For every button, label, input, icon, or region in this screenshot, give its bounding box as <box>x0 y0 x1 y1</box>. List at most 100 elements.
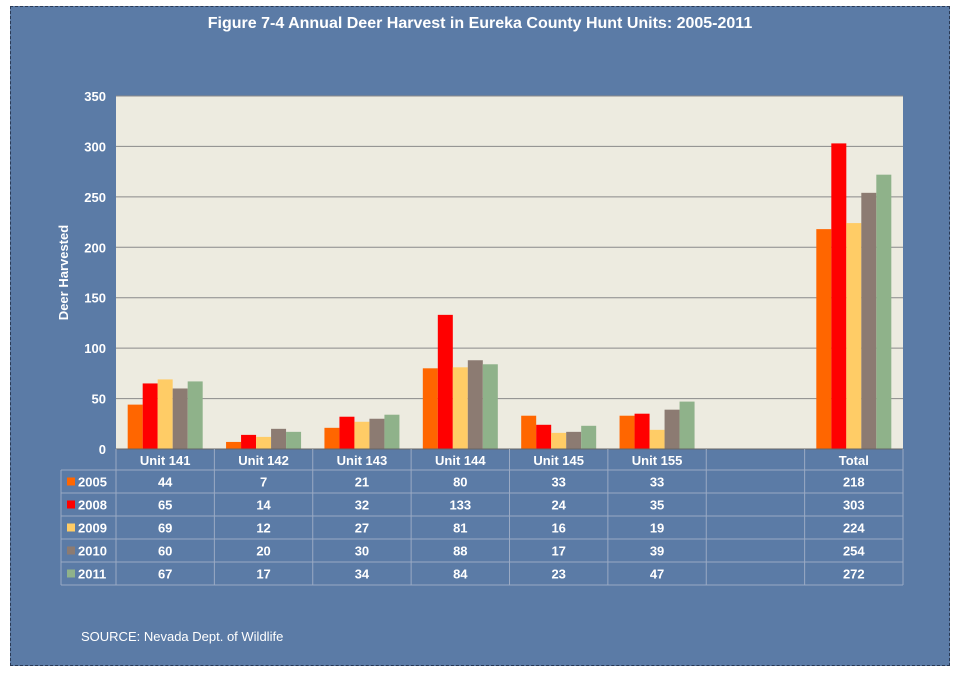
data-label: 80 <box>453 475 467 490</box>
data-label: 69 <box>158 521 172 536</box>
data-label: 19 <box>650 521 664 536</box>
data-label: 17 <box>551 544 565 559</box>
bar <box>467 360 483 449</box>
data-label: 34 <box>355 567 370 582</box>
data-label: 272 <box>843 567 865 582</box>
y-tick-label: 0 <box>99 442 106 457</box>
data-label: 47 <box>650 567 664 582</box>
bar <box>679 401 695 449</box>
chart-frame: Figure 7-4 Annual Deer Harvest in Eureka… <box>10 6 950 666</box>
bar <box>581 425 597 449</box>
bar <box>354 421 370 449</box>
bar <box>172 388 188 449</box>
legend-label: 2010 <box>78 544 107 559</box>
y-tick-label: 100 <box>84 341 106 356</box>
legend-swatch <box>67 500 75 509</box>
y-tick-label: 200 <box>84 240 106 255</box>
data-label: 23 <box>551 567 565 582</box>
data-label: 24 <box>551 498 566 513</box>
data-label: 27 <box>355 521 369 536</box>
chart-svg: 0 50 100 150 200 250 300 350 Deer Harvested Unit … <box>56 89 904 586</box>
bar <box>452 367 468 449</box>
data-label: 21 <box>355 475 369 490</box>
bar <box>551 432 567 449</box>
bar <box>256 436 272 449</box>
data-label: 20 <box>256 544 270 559</box>
data-label: 67 <box>158 567 172 582</box>
x-tick-label: Unit 143 <box>337 453 388 468</box>
bar <box>482 364 498 449</box>
bar <box>649 429 665 449</box>
bar <box>157 379 173 449</box>
legend-swatch <box>67 523 75 532</box>
bar <box>127 404 143 449</box>
y-tick-label: 150 <box>84 291 106 306</box>
bar <box>619 415 635 449</box>
bar <box>422 368 438 449</box>
legend-label: 2005 <box>78 475 107 490</box>
bar <box>536 424 552 449</box>
chart-title: Figure 7-4 Annual Deer Harvest in Eureka… <box>207 15 753 32</box>
data-label: 16 <box>551 521 565 536</box>
bar <box>634 413 650 449</box>
data-label: 81 <box>453 521 467 536</box>
bar <box>226 441 242 449</box>
bar <box>437 314 453 449</box>
legend-swatch <box>67 477 75 486</box>
data-label: 33 <box>650 475 664 490</box>
x-tick-label: Unit 145 <box>533 453 584 468</box>
bar <box>271 428 287 449</box>
data-label: 133 <box>449 498 471 513</box>
bar <box>324 427 340 449</box>
data-label: 32 <box>355 498 369 513</box>
bar <box>831 143 847 449</box>
data-label: 33 <box>551 475 565 490</box>
x-tick-label: Unit 141 <box>140 453 191 468</box>
data-label: 84 <box>453 567 468 582</box>
bar <box>876 174 892 449</box>
data-label: 35 <box>650 498 664 513</box>
bar <box>286 431 302 449</box>
y-tick-label: 300 <box>84 139 106 154</box>
plot-area <box>116 96 903 449</box>
data-label: 218 <box>843 475 865 490</box>
data-label: 30 <box>355 544 369 559</box>
bar <box>241 434 257 449</box>
bar <box>816 229 832 449</box>
x-tick-label: Unit 142 <box>238 453 289 468</box>
data-label: 88 <box>453 544 467 559</box>
bar <box>384 414 400 449</box>
bar <box>339 416 355 449</box>
bar <box>521 415 537 449</box>
legend-swatch <box>67 569 75 578</box>
bar <box>369 418 385 449</box>
legend-label: 2009 <box>78 521 107 536</box>
data-label: 12 <box>256 521 270 536</box>
y-tick-label: 350 <box>84 89 106 104</box>
data-label: 7 <box>260 475 267 490</box>
bar <box>187 381 203 449</box>
x-tick-label: Unit 155 <box>632 453 683 468</box>
bar <box>664 409 680 449</box>
data-label: 14 <box>256 498 271 513</box>
data-label: 44 <box>158 475 173 490</box>
y-tick-label: 50 <box>92 392 106 407</box>
bar <box>861 192 877 449</box>
y-tick-label: 250 <box>84 190 106 205</box>
legend-swatch <box>67 546 75 555</box>
data-label: 60 <box>158 544 172 559</box>
data-label: 39 <box>650 544 664 559</box>
legend-label: 2011 <box>78 567 106 582</box>
bar <box>846 223 862 449</box>
source-note: SOURCE: Nevada Dept. of Wildlife <box>81 629 284 644</box>
data-label: 17 <box>256 567 270 582</box>
x-tick-label: Unit 144 <box>435 453 486 468</box>
data-label: 65 <box>158 498 172 513</box>
bar <box>566 431 582 449</box>
x-tick-label: Total <box>839 453 869 468</box>
data-label: 303 <box>843 498 865 513</box>
bar <box>142 383 158 449</box>
data-label: 224 <box>843 521 865 536</box>
data-label: 254 <box>843 544 865 559</box>
legend-label: 2008 <box>78 498 107 513</box>
